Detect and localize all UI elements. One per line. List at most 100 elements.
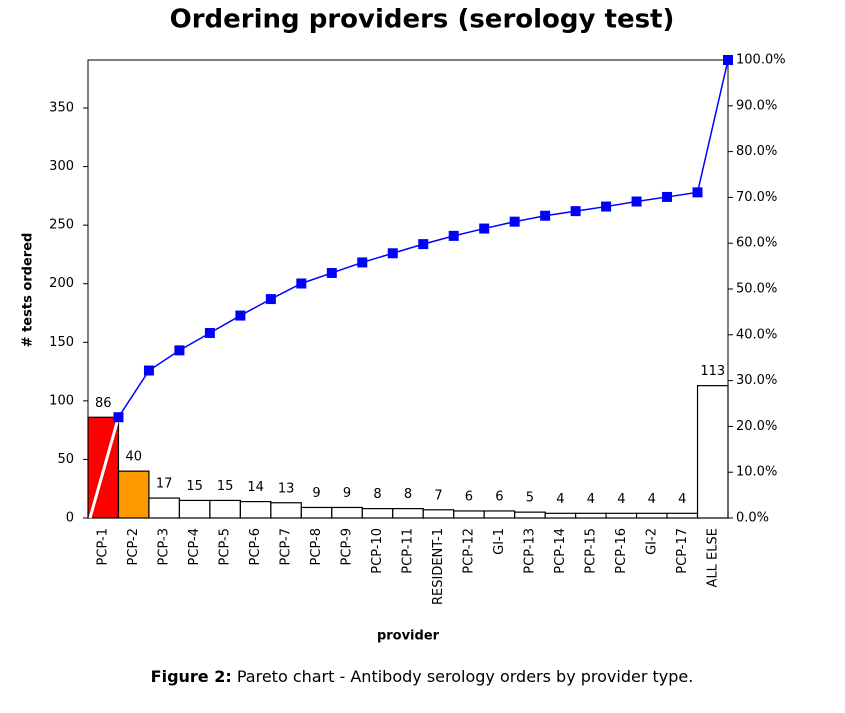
data-label: 40 xyxy=(125,450,142,465)
x-tick-label: RESIDENT-1 xyxy=(431,528,446,605)
bar xyxy=(239,501,272,519)
bar xyxy=(605,512,638,519)
cumulative-marker xyxy=(174,345,185,356)
y-tick-label: 100 xyxy=(49,393,74,408)
cumulative-marker xyxy=(509,216,520,227)
cumulative-marker xyxy=(204,327,215,338)
cumulative-marker xyxy=(570,206,581,217)
y2-tick-label: 70.0% xyxy=(736,190,777,205)
bar-stripe xyxy=(88,416,120,519)
bar xyxy=(270,502,302,519)
y-tick-label: 200 xyxy=(49,276,74,291)
cumulative-marker xyxy=(357,257,368,268)
x-tick-label: PCP-2 xyxy=(126,528,141,565)
data-label: 6 xyxy=(495,489,503,504)
bar xyxy=(514,511,546,519)
data-label: 14 xyxy=(247,480,264,495)
cumulative-marker xyxy=(265,294,276,305)
y-tick-label: 250 xyxy=(49,218,74,233)
bar xyxy=(544,512,577,519)
x-tick-label: ALL ELSE xyxy=(705,528,720,587)
bar xyxy=(483,510,516,519)
bar xyxy=(178,499,211,519)
y2-tick-label: 30.0% xyxy=(736,373,777,388)
data-label: 4 xyxy=(617,492,625,507)
y-tick-label: 150 xyxy=(49,335,74,350)
cumulative-marker xyxy=(235,310,246,321)
x-tick-label: PCP-6 xyxy=(248,528,263,565)
data-label: 86 xyxy=(95,396,112,411)
y-tick-label: 300 xyxy=(49,159,74,174)
y2-tick-label: 90.0% xyxy=(736,98,777,113)
cumulative-marker xyxy=(296,278,307,289)
x-tick-label: PCP-14 xyxy=(553,528,568,574)
bar xyxy=(696,385,729,519)
cumulative-marker xyxy=(631,196,642,207)
data-label: 6 xyxy=(465,489,473,504)
cumulative-marker xyxy=(692,187,703,198)
x-tick-label: PCP-3 xyxy=(157,528,172,565)
y2-tick-label: 60.0% xyxy=(736,236,777,251)
x-tick-label: PCP-15 xyxy=(583,528,598,574)
data-label: 4 xyxy=(587,492,595,507)
data-label: 15 xyxy=(217,479,234,494)
bar xyxy=(666,512,699,519)
plot-frame xyxy=(87,59,729,519)
y2-tick-label: 80.0% xyxy=(736,144,777,159)
bar xyxy=(392,508,424,519)
data-label: 113 xyxy=(700,364,725,379)
x-tick-label: GI-1 xyxy=(492,528,507,555)
caption-label: Figure 2: xyxy=(151,667,232,686)
bar xyxy=(361,508,394,519)
x-tick-label: PCP-10 xyxy=(370,528,385,574)
bar xyxy=(422,509,455,519)
cumulative-marker xyxy=(448,230,459,241)
x-tick-label: PCP-9 xyxy=(340,528,355,565)
bar xyxy=(635,512,668,519)
bar xyxy=(148,497,181,519)
cumulative-marker xyxy=(601,201,612,212)
x-tick-label: GI-2 xyxy=(644,528,659,555)
cumulative-marker xyxy=(662,191,673,202)
caption-text: Pareto chart - Antibody serology orders … xyxy=(237,667,693,686)
data-label: 4 xyxy=(678,492,686,507)
x-tick-label: PCP-1 xyxy=(96,528,111,565)
x-tick-label: PCP-5 xyxy=(218,528,233,565)
cumulative-marker xyxy=(143,365,154,376)
y2-tick-label: 0.0% xyxy=(736,511,769,526)
y2-tick-label: 20.0% xyxy=(736,419,777,434)
bar xyxy=(300,506,333,519)
x-tick-label: PCP-17 xyxy=(675,528,690,574)
bar xyxy=(209,499,241,519)
y-axis-title: # tests ordered xyxy=(21,233,36,348)
data-label: 8 xyxy=(404,487,412,502)
y2-tick-label: 40.0% xyxy=(736,327,777,342)
data-label: 4 xyxy=(556,492,564,507)
bar xyxy=(331,506,363,519)
data-label: 17 xyxy=(156,477,173,492)
x-tick-label: PCP-16 xyxy=(614,528,629,574)
data-label: 4 xyxy=(648,492,656,507)
chart-title: Ordering providers (serology test) xyxy=(170,5,675,35)
y2-tick-label: 100.0% xyxy=(736,53,786,68)
y2-tick-label: 50.0% xyxy=(736,282,777,297)
y-tick-label: 350 xyxy=(49,101,74,116)
cumulative-marker xyxy=(540,210,551,221)
cumulative-marker xyxy=(113,412,124,423)
x-tick-label: PCP-11 xyxy=(401,528,416,574)
x-tick-label: PCP-13 xyxy=(522,528,537,574)
x-tick-label: PCP-7 xyxy=(279,528,294,565)
data-label: 15 xyxy=(186,479,203,494)
x-tick-label: PCP-8 xyxy=(309,528,324,565)
bar xyxy=(117,470,150,519)
x-tick-label: PCP-12 xyxy=(461,528,476,574)
data-label: 9 xyxy=(312,486,320,501)
cumulative-marker xyxy=(479,223,490,234)
cumulative-line xyxy=(117,59,729,418)
cumulative-marker xyxy=(326,267,337,278)
data-label: 7 xyxy=(434,488,442,503)
bar xyxy=(453,510,485,519)
caption: Figure 2: Pareto chart - Antibody serolo… xyxy=(151,667,694,686)
x-axis-title: provider xyxy=(377,629,440,644)
